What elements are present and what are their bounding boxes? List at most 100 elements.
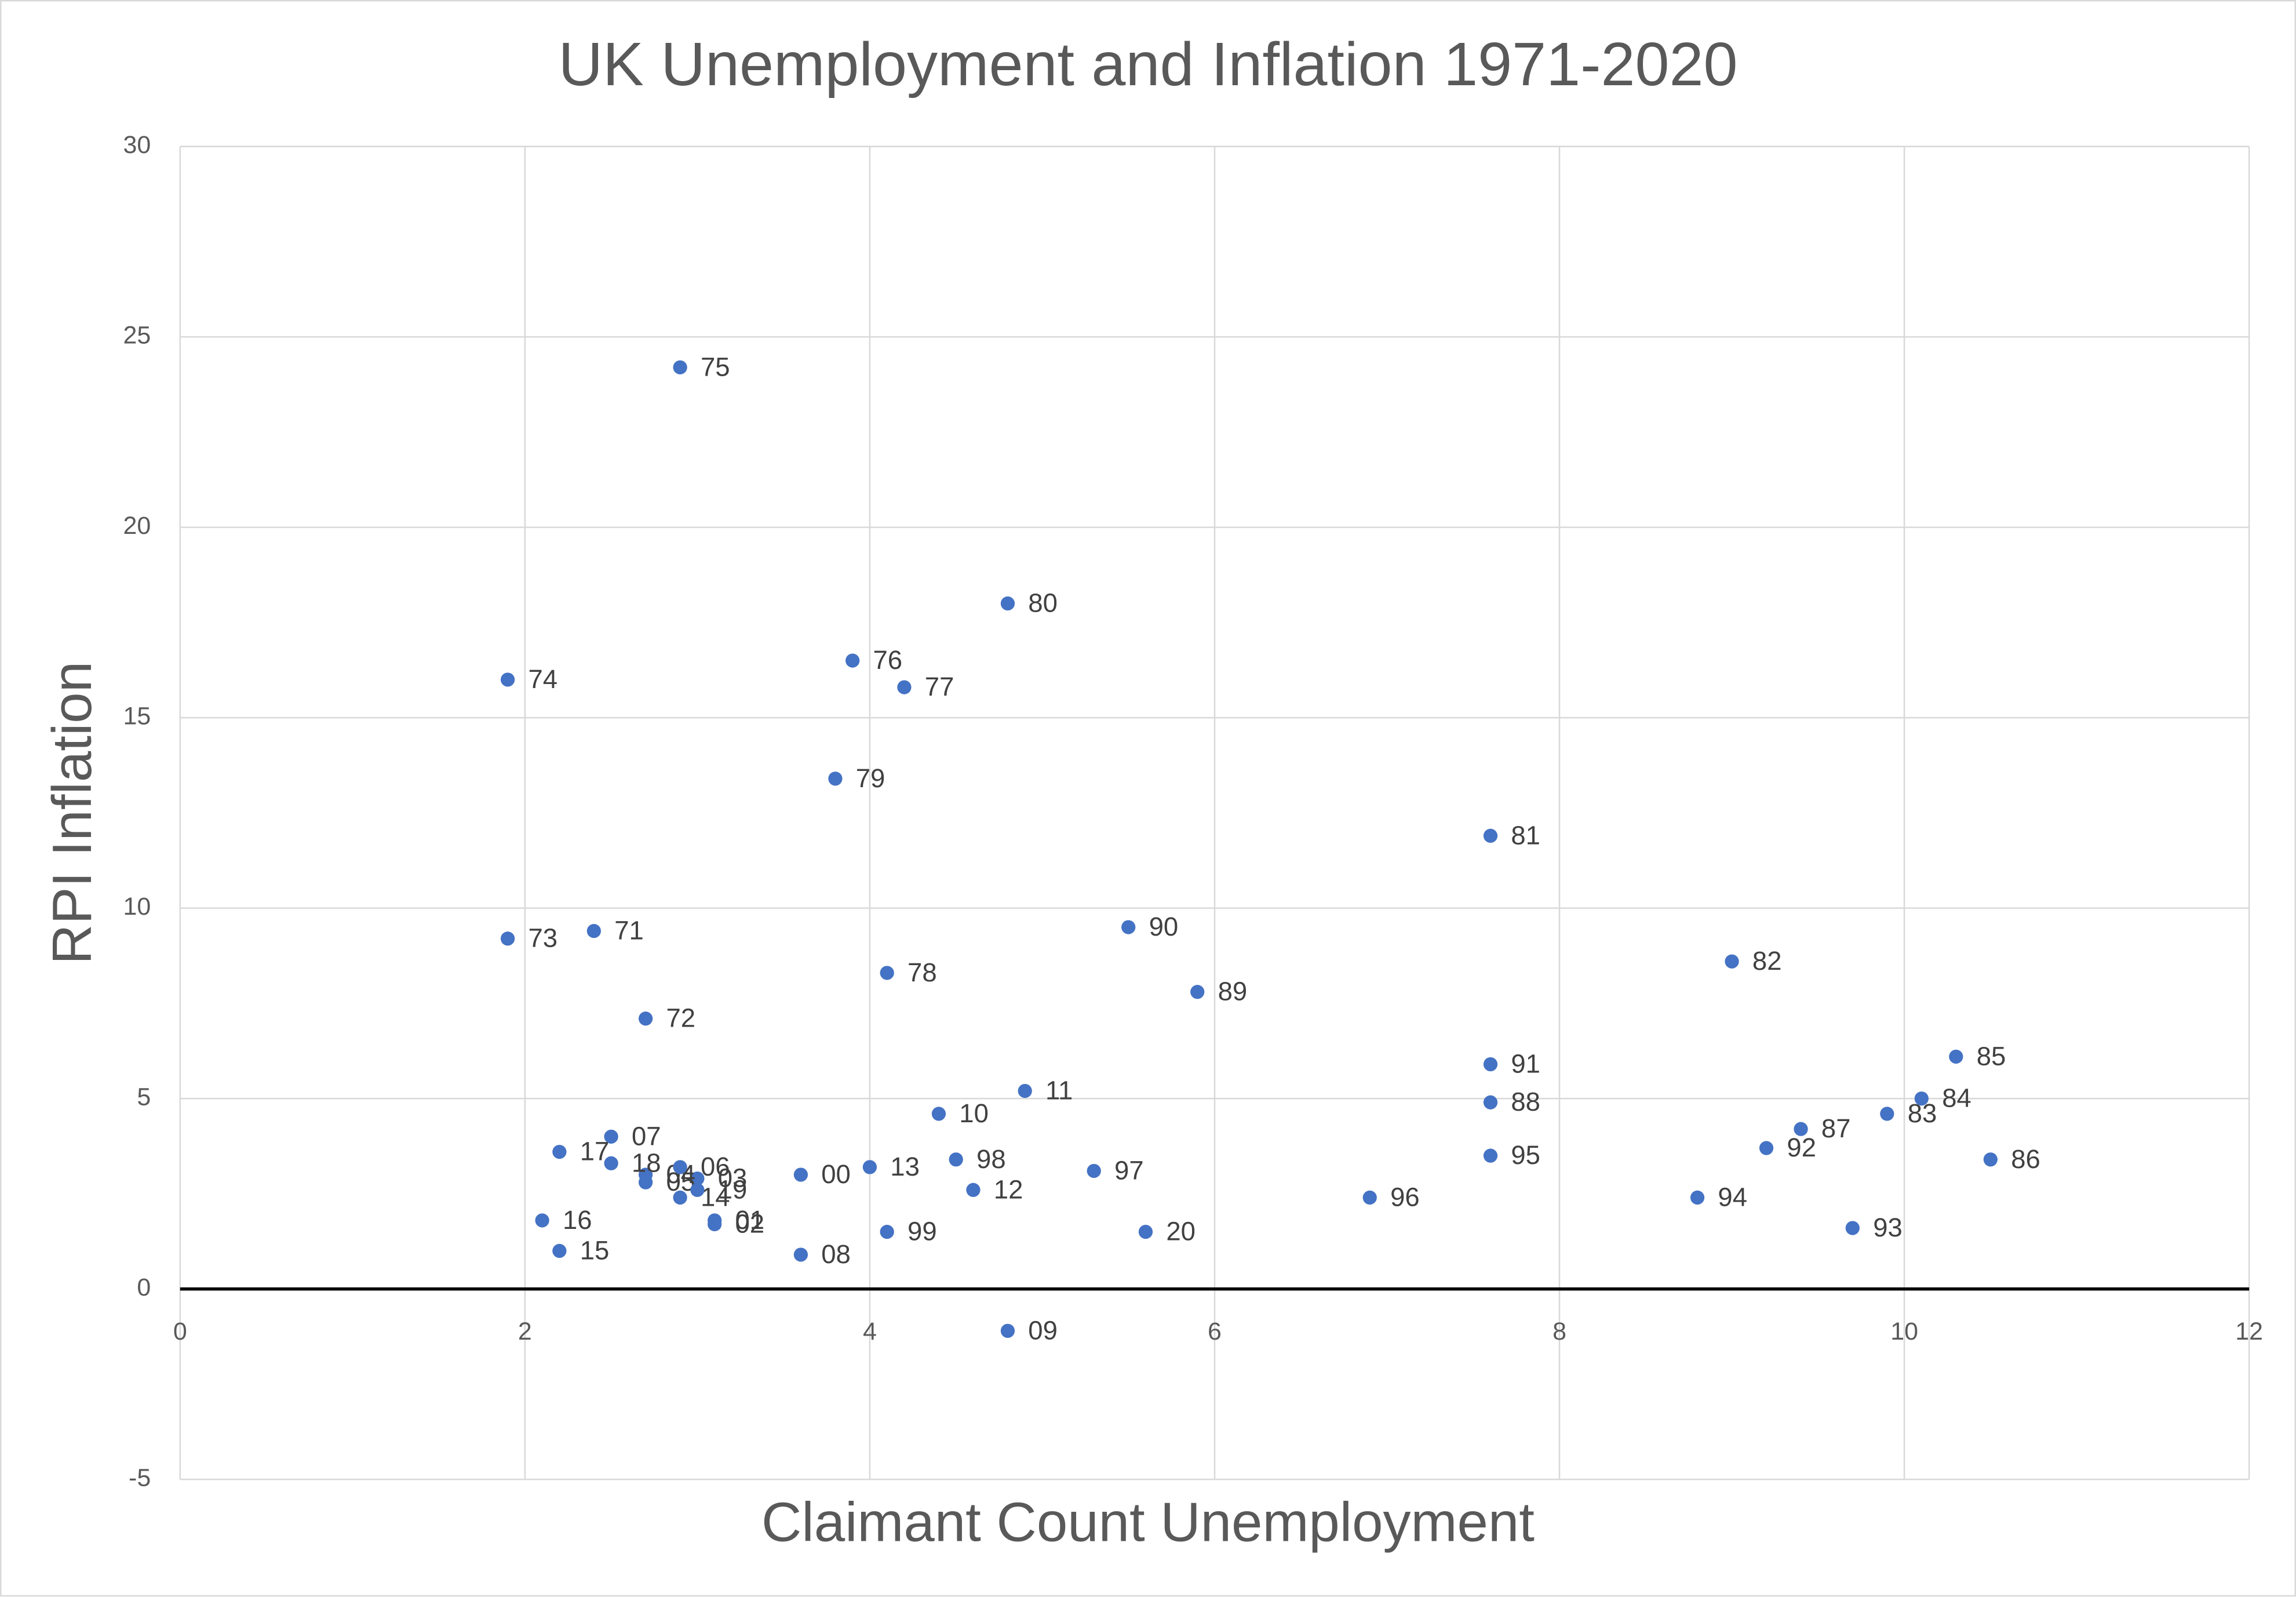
x-axis-label: Claimant Count Unemployment (761, 1491, 1535, 1553)
point-label: 13 (890, 1152, 920, 1181)
point (1794, 1122, 1808, 1136)
point-label: 94 (1718, 1182, 1747, 1212)
point-label: 77 (925, 672, 954, 701)
point-label: 82 (1752, 946, 1782, 976)
point (1914, 1091, 1929, 1106)
point (690, 1183, 705, 1197)
point (1483, 1148, 1498, 1163)
point-label: 78 (908, 958, 937, 987)
point (793, 1167, 808, 1182)
point-label: 80 (1028, 588, 1058, 618)
point-label: 95 (1511, 1140, 1540, 1170)
chart-title: UK Unemployment and Inflation 1971-2020 (558, 30, 1737, 99)
point-label: 84 (1942, 1083, 1971, 1113)
point-label: 91 (1511, 1049, 1540, 1079)
y-tick-label: 5 (137, 1083, 151, 1111)
point-label: 75 (701, 352, 730, 381)
point (1018, 1083, 1032, 1098)
point-label: 06 (701, 1152, 730, 1181)
point (1138, 1224, 1153, 1239)
point-label: 81 (1511, 820, 1540, 850)
point-label: 88 (1511, 1087, 1540, 1116)
point (586, 923, 601, 938)
point-label: 16 (563, 1205, 592, 1235)
point-label: 87 (1821, 1114, 1851, 1143)
point-label: 98 (976, 1144, 1006, 1174)
point (966, 1183, 981, 1197)
point (500, 932, 515, 946)
point-label: 09 (1028, 1315, 1058, 1345)
point (1949, 1049, 1963, 1064)
point-label: 20 (1166, 1217, 1196, 1246)
y-tick-label: -5 (129, 1464, 151, 1491)
point (1483, 1095, 1498, 1109)
point (949, 1152, 963, 1167)
point (673, 1190, 687, 1205)
point (1000, 1323, 1015, 1338)
point (604, 1156, 618, 1170)
point (673, 1160, 687, 1174)
point (862, 1160, 877, 1174)
point (500, 672, 515, 687)
point-label: 72 (666, 1003, 695, 1033)
point (931, 1107, 946, 1121)
point-label: 00 (821, 1159, 851, 1189)
point-label: 14 (701, 1182, 730, 1212)
y-tick-label: 25 (123, 322, 151, 350)
point-label: 07 (632, 1121, 661, 1151)
point (880, 1224, 894, 1239)
y-axis-label: RPI Inflation (41, 661, 103, 965)
point-label: 99 (908, 1217, 937, 1246)
y-tick-label: 30 (123, 131, 151, 159)
point-label: 19 (718, 1174, 748, 1204)
point (880, 966, 894, 980)
point (604, 1129, 618, 1144)
point-label: 73 (528, 923, 557, 953)
point-label: 12 (994, 1174, 1023, 1204)
point-label: 10 (959, 1098, 989, 1128)
point-label: 85 (1977, 1041, 2006, 1071)
point-label: 97 (1114, 1155, 1144, 1185)
point-label: 71 (614, 916, 644, 945)
point-label: 86 (2011, 1144, 2040, 1174)
x-tick-label: 10 (1890, 1318, 1918, 1345)
point-label: 03 (718, 1163, 748, 1193)
point (552, 1144, 567, 1159)
x-tick-label: 4 (863, 1318, 877, 1345)
point-label: 02 (735, 1209, 765, 1238)
point (690, 1171, 705, 1186)
point (1690, 1190, 1705, 1205)
point (1483, 1057, 1498, 1072)
x-tick-label: 2 (518, 1318, 532, 1345)
point (1362, 1190, 1377, 1205)
point (1845, 1221, 1860, 1235)
point-label: 90 (1149, 912, 1179, 941)
point (793, 1247, 808, 1262)
y-tick-label: 20 (123, 512, 151, 540)
point-label: 93 (1873, 1213, 1903, 1242)
point (1121, 920, 1136, 934)
point (638, 1175, 653, 1189)
point (1000, 596, 1015, 611)
point-label: 76 (873, 645, 903, 675)
point (1983, 1152, 1998, 1167)
point (708, 1217, 722, 1232)
x-tick-label: 8 (1552, 1318, 1566, 1345)
y-tick-label: 0 (137, 1274, 151, 1301)
point-label: 11 (1045, 1076, 1073, 1105)
point-label: 96 (1390, 1182, 1420, 1212)
x-tick-label: 6 (1208, 1318, 1222, 1345)
point-label: 89 (1218, 977, 1248, 1006)
point (1190, 985, 1205, 999)
y-tick-label: 10 (123, 893, 151, 921)
point (845, 653, 860, 668)
point-label: 74 (528, 664, 557, 694)
point-label: 08 (821, 1239, 851, 1269)
point (1725, 954, 1739, 969)
point (828, 772, 843, 786)
point (638, 1012, 653, 1026)
point (1483, 828, 1498, 843)
point (1759, 1141, 1774, 1155)
